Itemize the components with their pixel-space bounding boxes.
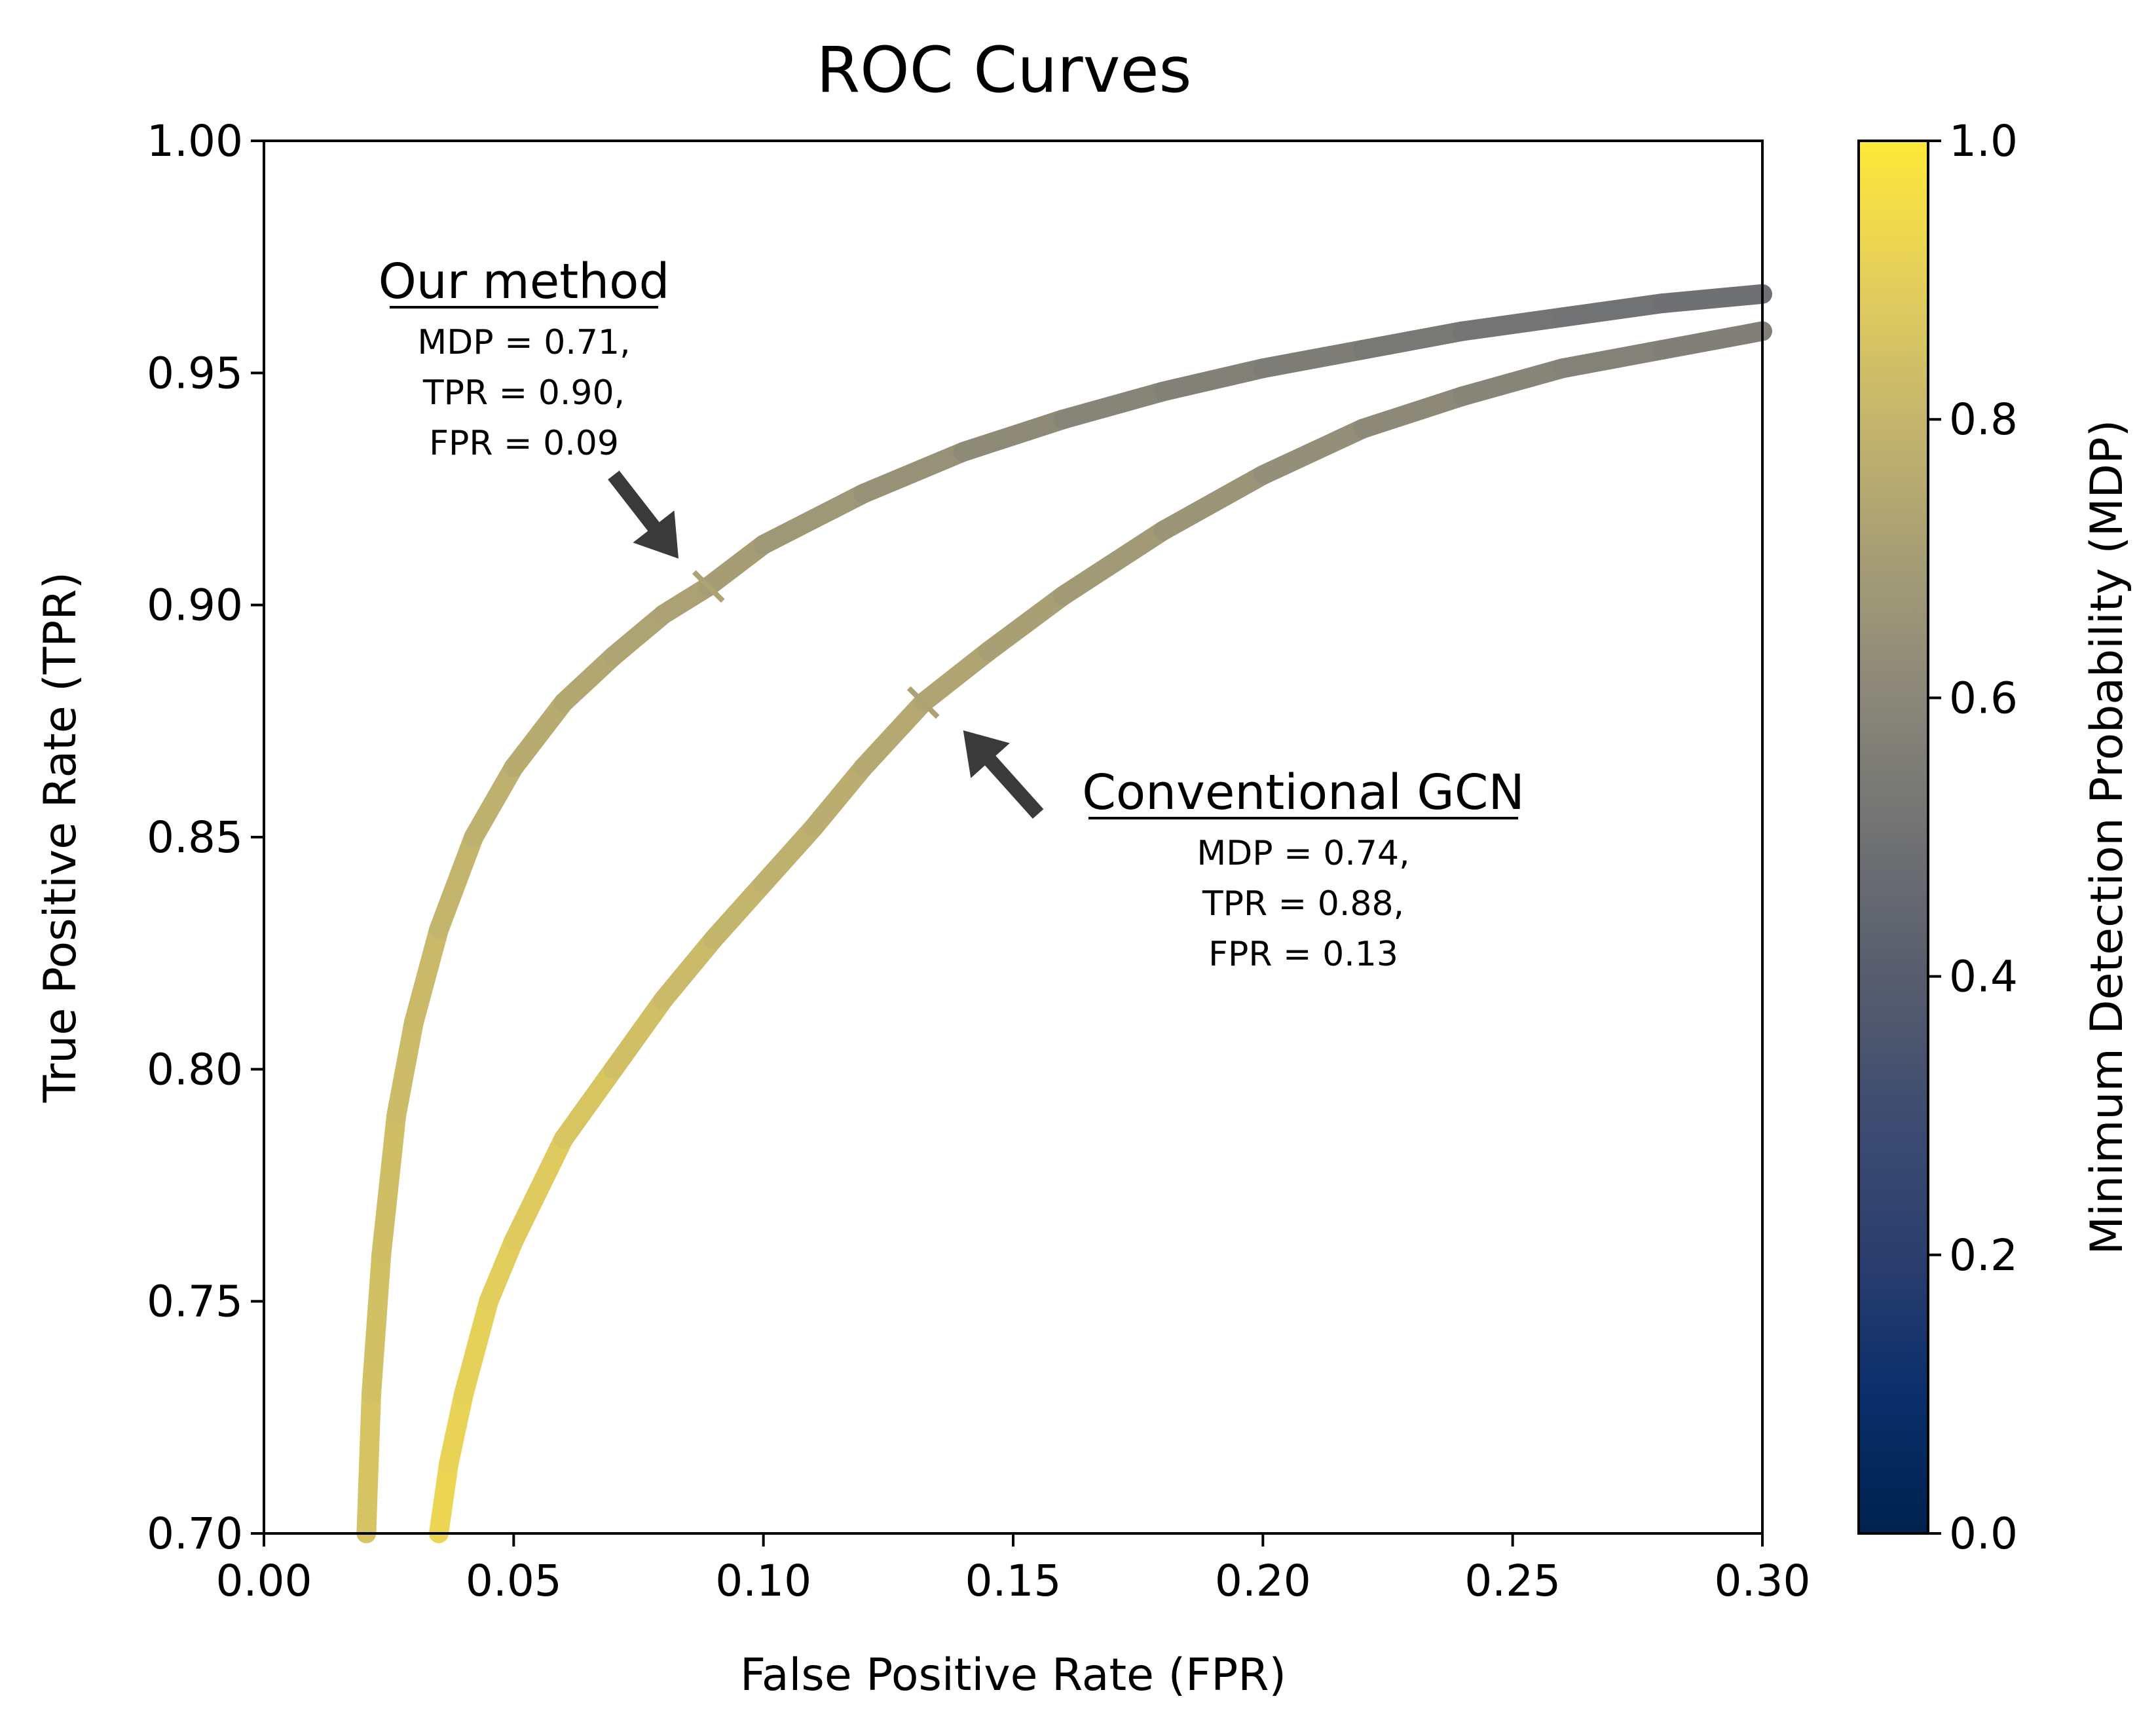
curve-segment — [439, 1384, 474, 1474]
colorbar-ticks: 0.0 0.2 0.4 0.6 0.8 1.0 — [1928, 116, 2018, 1559]
curve-segment — [479, 1231, 524, 1311]
y-axis-label: True Positive Rate (TPR) — [35, 572, 86, 1103]
y-tick-label: 0.80 — [147, 1044, 243, 1095]
curve-segment — [654, 929, 724, 1010]
curve-segment — [853, 441, 973, 504]
curves-layer — [356, 284, 1772, 1543]
series-2 — [428, 321, 1772, 1543]
curve-segment — [978, 586, 1073, 662]
y-tick-label: 0.85 — [147, 812, 243, 863]
curve-segment — [386, 1013, 424, 1126]
curve-segment — [603, 990, 674, 1079]
curve-segment — [1652, 284, 1772, 314]
curve-segment — [428, 827, 484, 940]
y-ticks: 0.70 0.75 0.80 0.85 0.90 0.95 1.00 — [147, 116, 264, 1559]
chart-title: ROC Curves — [816, 33, 1191, 107]
colorbar-label: Minimum Detection Probability (MDP) — [2081, 420, 2133, 1255]
curve-segment — [753, 817, 823, 893]
curve-segment — [504, 692, 574, 778]
curve-segment — [1053, 521, 1173, 606]
annotation-2: Conventional GCN MDP = 0.74, TPR = 0.88, FP… — [963, 730, 1525, 974]
x-tick-label: 0.00 — [216, 1556, 312, 1606]
annotation-line: FPR = 0.13 — [1208, 935, 1398, 974]
annotation-line: FPR = 0.09 — [429, 424, 619, 463]
colorbar-tick-label: 0.2 — [1949, 1230, 2018, 1281]
colorbar-tick-label: 0.4 — [1949, 952, 2018, 1002]
annotation-line: MDP = 0.71, — [417, 323, 630, 362]
annotation-line: MDP = 0.74, — [1197, 834, 1409, 873]
x-tick-label: 0.15 — [965, 1556, 1062, 1606]
colorbar-tick-label: 0.0 — [1949, 1509, 2018, 1559]
annotation-arrow — [963, 730, 1044, 819]
curve-segment — [803, 757, 874, 838]
curve-segment — [698, 535, 773, 597]
curve-segment — [1552, 339, 1673, 379]
y-tick-label: 0.95 — [147, 348, 243, 398]
curve-segment — [853, 692, 933, 778]
curve-segment — [1253, 339, 1373, 379]
operating-point-marker — [692, 570, 725, 603]
x-axis-label: False Positive Rate (FPR) — [740, 1649, 1286, 1701]
curve-segment — [356, 1384, 381, 1543]
x-tick-label: 0.10 — [715, 1556, 811, 1606]
curve-segment — [361, 1245, 392, 1404]
curve-segment — [1352, 321, 1473, 360]
curve-segment — [913, 641, 998, 713]
y-tick-label: 0.75 — [147, 1277, 243, 1327]
curve-segment — [428, 1454, 459, 1543]
curve-segment — [371, 1106, 407, 1265]
curve-segment — [1453, 307, 1572, 341]
y-tick-label: 1.00 — [147, 116, 243, 166]
annotation-line: TPR = 0.90, — [422, 373, 625, 413]
annotation-arrow — [608, 470, 678, 559]
curve-segment — [1253, 419, 1373, 485]
y-tick-label: 0.90 — [147, 580, 243, 631]
annotation-layer: Our method MDP = 0.71, TPR = 0.90, FPR = 0.… — [379, 253, 1525, 974]
curve-segment — [403, 920, 449, 1033]
colorbar-tick-label: 1.0 — [1949, 116, 2018, 166]
x-ticks: 0.00 0.05 0.10 0.15 0.20 0.25 0.30 — [216, 1533, 1811, 1606]
curve-segment — [454, 1291, 499, 1404]
y-tick-label: 0.70 — [147, 1509, 243, 1559]
annotation-heading: Conventional GCN — [1082, 764, 1525, 821]
curve-segment — [953, 409, 1073, 462]
colorbar-tick-label: 0.8 — [1949, 394, 2018, 445]
annotation-heading: Our method — [379, 253, 670, 310]
series-1 — [356, 284, 1772, 1543]
curve-segment — [753, 483, 874, 555]
curve-segment — [1153, 465, 1273, 541]
curve-segment — [703, 873, 773, 949]
curve-segment — [1652, 321, 1772, 360]
annotation-line: TPR = 0.88, — [1202, 884, 1404, 924]
curve-segment — [1453, 358, 1572, 406]
curve-segment — [1153, 358, 1273, 402]
x-tick-label: 0.05 — [466, 1556, 562, 1606]
curve-segment — [1352, 386, 1473, 439]
colorbar-tick-label: 0.6 — [1949, 673, 2018, 723]
x-tick-label: 0.25 — [1464, 1556, 1561, 1606]
curve-segment — [553, 646, 623, 713]
curve-segment — [1552, 293, 1673, 328]
annotation-1: Our method MDP = 0.71, TPR = 0.90, FPR = 0.… — [379, 253, 678, 559]
curve-segment — [553, 1059, 623, 1149]
x-tick-label: 0.30 — [1715, 1556, 1811, 1606]
curve-segment — [1053, 381, 1173, 430]
colorbar — [1857, 140, 1929, 1535]
x-tick-label: 0.20 — [1215, 1556, 1311, 1606]
operating-point-marker — [906, 686, 940, 719]
curve-segment — [603, 604, 674, 666]
curve-segment — [504, 1129, 574, 1251]
curve-segment — [464, 757, 524, 847]
